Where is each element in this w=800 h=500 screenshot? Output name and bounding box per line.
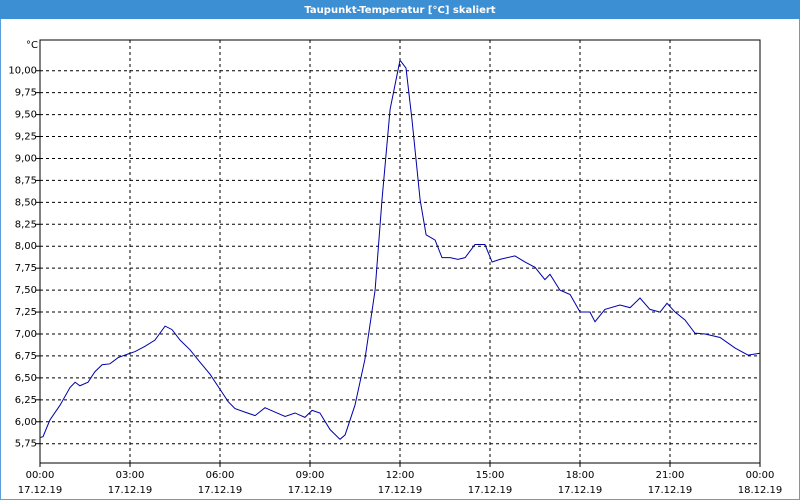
y-tick-label: 7,50: [15, 285, 37, 296]
x-tick-label: 00:00: [746, 470, 775, 481]
y-tick-label: 8,25: [15, 219, 37, 230]
x-tick-label: 09:00: [296, 470, 325, 481]
y-tick-label: 9,50: [15, 110, 37, 121]
data-line: [39, 58, 761, 440]
x-tick-date: 17.12.19: [198, 485, 243, 496]
x-tick-date: 17.12.19: [648, 485, 693, 496]
y-tick-label: 6,50: [15, 373, 37, 384]
y-unit: °C: [26, 40, 38, 51]
y-tick-label: 9,75: [15, 88, 37, 99]
x-tick-date: 17.12.19: [558, 485, 603, 496]
x-tick-date: 17.12.19: [468, 485, 513, 496]
x-tick-label: 18:00: [566, 470, 595, 481]
x-tick-date: 17.12.19: [108, 485, 153, 496]
y-tick-label: 8,00: [15, 241, 37, 252]
y-tick-label: 10,00: [8, 66, 37, 77]
x-tick-label: 12:00: [386, 470, 415, 481]
x-tick-date: 17.12.19: [288, 485, 333, 496]
chart-title: Taupunkt-Temperatur [°C] skaliert: [304, 5, 495, 16]
x-tick-date: 17.12.19: [18, 485, 63, 496]
x-tick-label: 03:00: [116, 470, 145, 481]
y-tick-label: 9,00: [15, 153, 37, 164]
y-tick-label: 6,75: [15, 351, 37, 362]
x-tick-label: 00:00: [26, 470, 55, 481]
title-bar: [0, 0, 800, 19]
y-tick-label: 7,25: [15, 307, 37, 318]
y-tick-label: 9,25: [15, 132, 37, 143]
y-tick-label: 7,75: [15, 263, 37, 274]
x-tick-date: 17.12.19: [378, 485, 423, 496]
x-tick-date: 18.12.19: [738, 485, 783, 496]
y-tick-label: 7,00: [15, 329, 37, 340]
y-tick-label: 6,00: [15, 417, 37, 428]
y-tick-label: 8,50: [15, 197, 37, 208]
y-tick-label: 5,75: [15, 439, 37, 450]
y-tick-label: 6,25: [15, 395, 37, 406]
x-tick-label: 21:00: [656, 470, 685, 481]
x-tick-label: 15:00: [476, 470, 505, 481]
y-tick-label: 8,75: [15, 175, 37, 186]
x-tick-label: 06:00: [206, 470, 235, 481]
